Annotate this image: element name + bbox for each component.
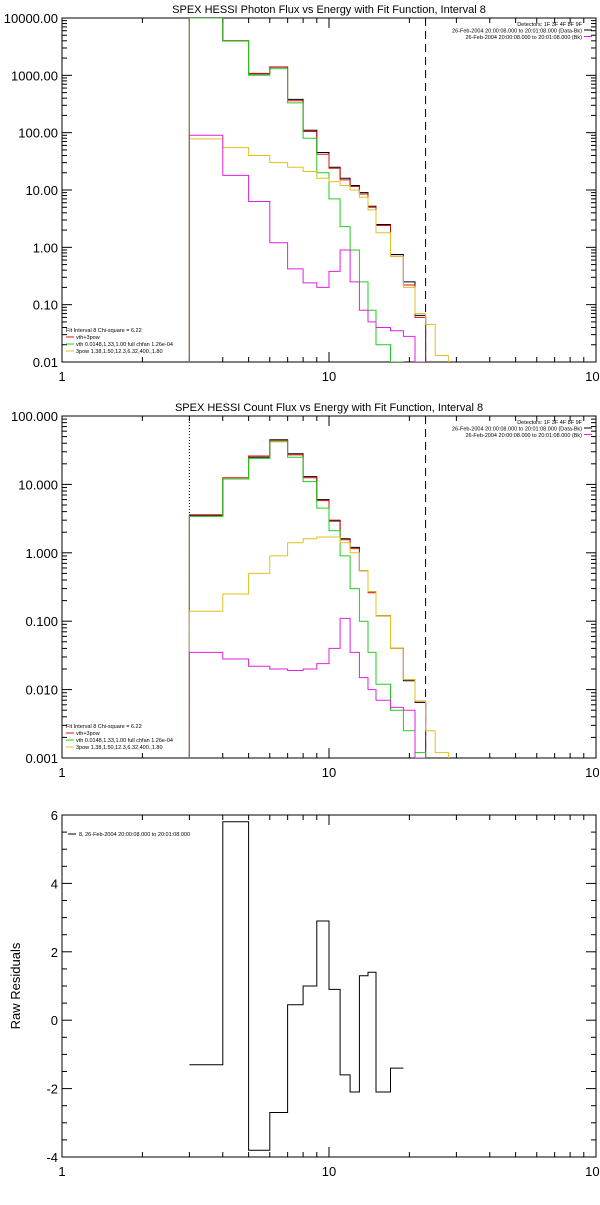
- y-tick-label: 6: [51, 808, 58, 823]
- x-axis: 1 10 100: [58, 416, 600, 780]
- y-axis: -4 -2 0 2 4 6: [46, 808, 596, 1165]
- legend-entry: 3pow 1.38,1.50,12.3,6.32,400.,1.80: [76, 745, 163, 751]
- plot-area: [189, 821, 404, 1151]
- y-tick-label: 0.010: [25, 683, 58, 698]
- x-tick-label: 100: [585, 765, 600, 780]
- y-tick-label: 0: [51, 1013, 58, 1028]
- legend-entry: 3pow 1.38,1.50,12.3,6.32,400.,1.80: [76, 349, 163, 355]
- x-tick-label: 1: [58, 1164, 65, 1179]
- legend-entry: vth 0.0148,1.33,1.00 full chfan 1.26e-04: [76, 738, 173, 744]
- y-tick-label: 1.00: [33, 240, 58, 255]
- series-line-3: [188, 441, 427, 758]
- y-tick-label: 10000.00: [4, 11, 58, 26]
- x-axis: 1 10 100: [58, 815, 600, 1179]
- series-line-1: [189, 821, 404, 1151]
- header-text: 26-Feb-2004 20:00:08.000 to 20:01:08.000…: [465, 35, 582, 41]
- series-line-4: [188, 138, 449, 362]
- x-tick-label: 100: [585, 369, 600, 384]
- legend-entry: Fit Interval 8 Chi-square = 6.22: [66, 724, 142, 730]
- series-line-4: [188, 536, 449, 758]
- legend-entry: vth+3pow: [76, 335, 100, 341]
- y-axis: 0.01 0.10 1.00 10.00 100.00 1000.00 10000.00: [4, 11, 596, 370]
- legend-entry: vth 0.0148,1.33,1.00 full chfan 1.26e-04: [76, 342, 173, 348]
- y-tick-label: 2: [51, 945, 58, 960]
- x-tick-label: 1: [58, 369, 65, 384]
- header-text: Detectors: 1F 3F 4F 8F 9F: [517, 22, 582, 28]
- legend-entry: vth+3pow: [76, 731, 100, 737]
- x-tick-label: 10: [322, 1164, 336, 1179]
- y-tick-label: 10.00: [25, 183, 58, 198]
- y-tick-label: 0.100: [25, 614, 58, 629]
- series-line-5: [188, 617, 426, 758]
- y-tick-label: 1.000: [25, 546, 58, 561]
- y-tick-label: 10.000: [18, 477, 58, 492]
- y-tick-label: 1000.00: [11, 68, 58, 83]
- y-tick-label: 0.10: [33, 298, 58, 313]
- x-axis: 1 10 100: [58, 18, 600, 384]
- x-tick-label: 10: [322, 765, 336, 780]
- y-tick-label: -4: [46, 1150, 58, 1165]
- legend-entry: 8, 26-Feb-2004 20:00:08.000 to 20:01:08.…: [79, 832, 190, 838]
- plot-area: [188, 18, 449, 362]
- plot-frame: [61, 415, 597, 759]
- y-axis-label: Raw Residuals: [8, 942, 23, 1029]
- chart-title: SPEX HESSI Photon Flux vs Energy with Fi…: [172, 4, 486, 16]
- y-tick-label: 0.01: [33, 355, 58, 370]
- legend-entry: Fit Interval 8 Chi-square = 6.22: [66, 328, 142, 334]
- series-line-2: [188, 18, 427, 362]
- y-tick-label: 4: [51, 876, 58, 891]
- y-tick-label: -2: [46, 1082, 58, 1097]
- x-tick-label: 10: [322, 369, 336, 384]
- x-tick-label: 100: [585, 1164, 600, 1179]
- x-tick-label: 1: [58, 765, 65, 780]
- chart-panel-1: SPEX HESSI Photon Flux vs Energy with Fi…: [4, 4, 600, 384]
- chart-title: SPEX HESSI Count Flux vs Energy with Fit…: [175, 402, 483, 414]
- plot-area: [188, 416, 449, 758]
- chart-panel-3: 1 10 100 -4 -2 0 2 4 6 Raw Residuals 8, 26-Feb-200…: [8, 808, 600, 1179]
- header-text: 26-Feb-2004 20:00:08.000 to 20:01:08.000…: [452, 29, 582, 35]
- y-tick-label: 100.000: [11, 409, 58, 424]
- y-tick-label: 100.00: [18, 126, 58, 141]
- series-line-3: [188, 18, 404, 362]
- header-text: 26-Feb-2004 20:00:08.000 to 20:01:08.000…: [465, 433, 582, 439]
- series-line-1: [188, 18, 427, 362]
- header-text: 26-Feb-2004 20:00:08.000 to 20:01:08.000…: [452, 427, 582, 433]
- header-text: Detectors: 1F 3F 4F 8F 9F: [517, 420, 582, 426]
- y-axis: 0.001 0.010 0.100 1.000 10.000 100.000: [11, 409, 596, 766]
- y-tick-label: 0.001: [25, 751, 58, 766]
- series-line-5: [188, 134, 426, 362]
- chart-panel-2: SPEX HESSI Count Flux vs Energy with Fit…: [11, 402, 600, 780]
